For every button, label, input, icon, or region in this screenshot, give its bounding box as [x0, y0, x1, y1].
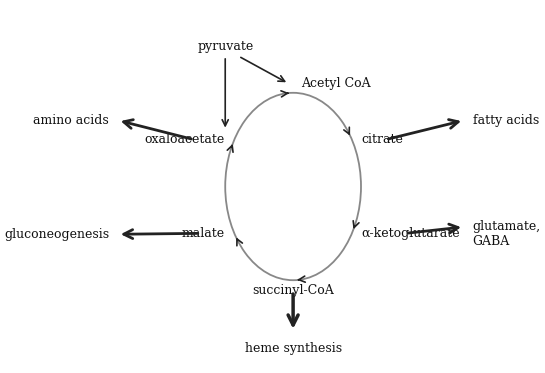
Text: heme synthesis: heme synthesis — [245, 342, 342, 355]
Text: amino acids: amino acids — [33, 114, 109, 127]
Text: Acetyl CoA: Acetyl CoA — [301, 77, 371, 90]
Text: succinyl‑CoA: succinyl‑CoA — [252, 284, 334, 297]
Text: pyruvate: pyruvate — [197, 40, 253, 53]
Text: glutamate,
GABA: glutamate, GABA — [473, 220, 541, 248]
Text: fatty acids: fatty acids — [473, 114, 539, 127]
Text: gluconeogenesis: gluconeogenesis — [4, 228, 109, 241]
Text: malate: malate — [181, 227, 225, 240]
Text: oxaloacetate: oxaloacetate — [144, 133, 225, 146]
Text: citrate: citrate — [361, 133, 403, 146]
Text: α-ketoglutarate: α-ketoglutarate — [361, 227, 460, 240]
